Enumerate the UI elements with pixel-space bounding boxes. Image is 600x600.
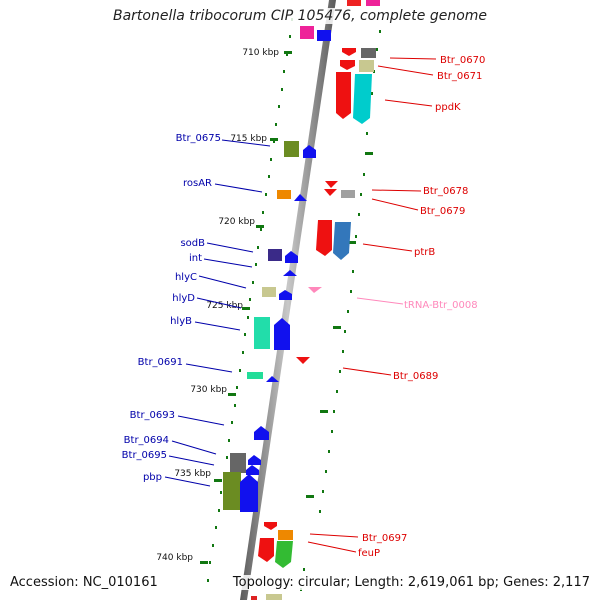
- gene-feature[interactable]: [251, 596, 257, 600]
- right-label-leaders: [307, 57, 437, 553]
- gene-feature[interactable]: [258, 538, 274, 562]
- gene-feature[interactable]: [268, 249, 282, 261]
- gene-label-btr0694[interactable]: Btr_0694: [124, 435, 169, 446]
- left-label-leaders: [164, 139, 271, 487]
- tick-label-725: 725 kbp: [206, 301, 243, 311]
- gene-feature[interactable]: [266, 594, 282, 600]
- gene-feature[interactable]: [247, 372, 263, 379]
- gene-feature[interactable]: [275, 541, 293, 568]
- gene-feature[interactable]: [230, 453, 246, 473]
- tick-label-735: 735 kbp: [174, 469, 211, 479]
- gene-feature[interactable]: [283, 270, 297, 276]
- gene-feature[interactable]: [278, 530, 293, 540]
- gene-label-btr0697[interactable]: Btr_0697: [362, 533, 407, 544]
- gene-label-int[interactable]: int: [189, 253, 202, 264]
- gene-feature[interactable]: [240, 474, 258, 512]
- gene-feature[interactable]: [262, 287, 276, 297]
- gene-label-btr0695[interactable]: Btr_0695: [122, 450, 167, 461]
- gene-feature[interactable]: [254, 317, 270, 349]
- gene-feature[interactable]: [266, 376, 279, 382]
- gene-feature[interactable]: [342, 48, 356, 56]
- tick-label-715: 715 kbp: [230, 134, 267, 144]
- gene-label-btr0691[interactable]: Btr_0691: [138, 357, 183, 368]
- gene-feature[interactable]: [285, 251, 298, 263]
- gene-feature[interactable]: [361, 48, 376, 58]
- gene-label-feup[interactable]: feuP: [358, 548, 380, 559]
- minus-strand-genes: [223, 26, 331, 600]
- gene-feature[interactable]: [254, 426, 269, 440]
- gene-feature[interactable]: [300, 26, 314, 39]
- tick-label-710: 710 kbp: [242, 48, 279, 58]
- gene-feature[interactable]: [316, 220, 332, 256]
- gene-feature[interactable]: [359, 60, 374, 72]
- gene-feature[interactable]: [324, 189, 337, 196]
- gene-label-rosar[interactable]: rosAR: [183, 178, 212, 189]
- gene-label-ptrb[interactable]: ptrB: [414, 247, 435, 258]
- gene-feature[interactable]: [277, 190, 291, 199]
- gene-feature[interactable]: [264, 522, 277, 530]
- map-title: Bartonella tribocorum CIP 105476, comple…: [0, 8, 600, 24]
- plus-strand-genes: [258, 0, 380, 568]
- topology-text: Topology: circular; Length: 2,619,061 bp…: [232, 575, 590, 590]
- gene-label-btr0675[interactable]: Btr_0675: [176, 133, 221, 144]
- gene-feature[interactable]: [296, 357, 310, 364]
- gene-feature[interactable]: [294, 194, 307, 201]
- gene-feature[interactable]: [340, 60, 355, 70]
- gene-feature[interactable]: [336, 72, 351, 119]
- gene-label-btr0678[interactable]: Btr_0678: [423, 186, 468, 197]
- gene-label-btr0693[interactable]: Btr_0693: [130, 410, 175, 421]
- gene-label-hlyd[interactable]: hlyD: [172, 293, 195, 304]
- gene-feature[interactable]: [308, 287, 322, 293]
- accession-text: Accession: NC_010161: [10, 575, 158, 590]
- gene-feature[interactable]: [279, 290, 292, 300]
- gene-label-ppdk[interactable]: ppdK: [435, 102, 461, 113]
- gene-feature[interactable]: [246, 465, 259, 475]
- gene-label-btr0671[interactable]: Btr_0671: [437, 71, 482, 82]
- gene-feature[interactable]: [333, 222, 351, 260]
- gene-feature[interactable]: [341, 190, 355, 198]
- gene-label-hlyb[interactable]: hlyB: [170, 316, 192, 327]
- gene-feature[interactable]: [248, 455, 261, 465]
- gene-label-trna-btr0008[interactable]: tRNA-Btr_0008: [404, 300, 478, 311]
- gene-feature[interactable]: [223, 472, 241, 510]
- gene-label-pbp[interactable]: pbp: [143, 472, 162, 483]
- gene-feature[interactable]: [325, 181, 338, 188]
- trna-label-leader: [356, 297, 404, 305]
- gene-label-sodb[interactable]: sodB: [180, 238, 205, 249]
- gene-label-hlyc[interactable]: hlyC: [175, 272, 197, 283]
- gene-feature[interactable]: [317, 30, 331, 41]
- gene-feature[interactable]: [274, 318, 290, 350]
- tick-label-730: 730 kbp: [190, 385, 227, 395]
- gene-label-btr0670[interactable]: Btr_0670: [440, 55, 485, 66]
- major-tick-marks: [200, 51, 373, 564]
- gene-label-btr0679[interactable]: Btr_0679: [420, 206, 465, 217]
- gene-feature[interactable]: [284, 141, 299, 157]
- gene-feature[interactable]: [347, 0, 361, 6]
- gene-label-btr0689[interactable]: Btr_0689: [393, 371, 438, 382]
- gene-feature[interactable]: [303, 145, 316, 158]
- gene-feature[interactable]: [353, 74, 372, 124]
- tick-label-720: 720 kbp: [218, 217, 255, 227]
- tick-label-740: 740 kbp: [156, 553, 193, 563]
- gene-feature[interactable]: [366, 0, 380, 6]
